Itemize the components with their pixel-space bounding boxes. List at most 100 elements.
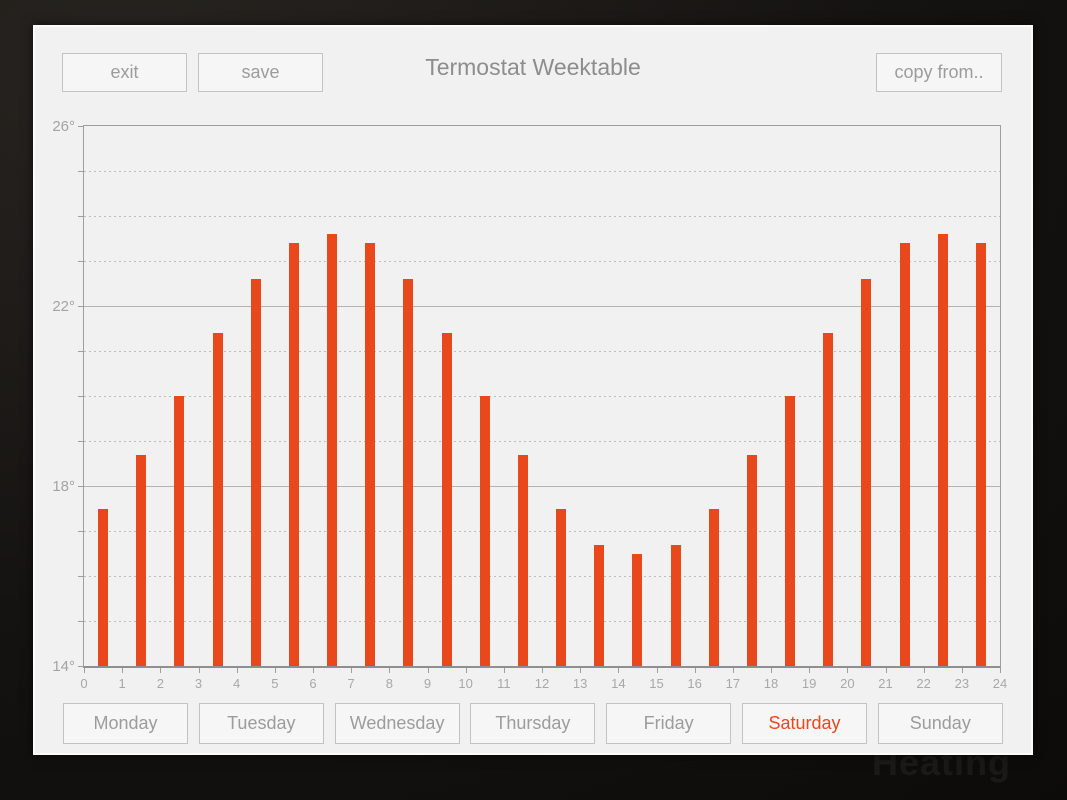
x-axis-label-19: 19: [801, 676, 817, 691]
x-axis-tick: [885, 668, 887, 673]
gridline-dashed-25: [84, 171, 1000, 172]
gridline-dashed-15: [84, 621, 1000, 622]
y-axis-tick: [78, 441, 83, 442]
temperature-bar-hour-14[interactable]: [632, 553, 643, 666]
temperature-bar-hour-20[interactable]: [861, 279, 872, 666]
gridline-dashed-20: [84, 396, 1000, 397]
temperature-bar-hour-0[interactable]: [98, 508, 109, 666]
temperature-bar-hour-10[interactable]: [479, 396, 490, 666]
y-axis-tick: [78, 576, 83, 577]
gridline-solid-22: [84, 306, 1000, 307]
y-axis-tick: [78, 621, 83, 622]
temperature-bar-hour-5[interactable]: [288, 243, 299, 666]
x-axis-tick: [542, 668, 543, 673]
temperature-bar-hour-23[interactable]: [975, 243, 986, 666]
y-axis-tick: [78, 171, 83, 172]
x-axis-label-7: 7: [347, 676, 355, 691]
x-axis-label-5: 5: [271, 676, 279, 691]
x-axis-label-10: 10: [458, 676, 473, 691]
x-axis-tick: [427, 668, 429, 673]
x-axis-tick: [771, 668, 772, 673]
day-button-sunday[interactable]: Sunday: [877, 703, 1003, 744]
day-button-wednesday[interactable]: Wednesday: [334, 703, 460, 744]
x-axis-tick: [618, 668, 620, 673]
x-axis-label-15: 15: [649, 676, 664, 691]
x-axis-label-20: 20: [840, 676, 855, 691]
gridline-dashed-19: [84, 441, 1000, 442]
copy-from-button[interactable]: copy from..: [876, 53, 1002, 92]
y-axis-tick: [78, 351, 83, 352]
day-button-tuesday[interactable]: Tuesday: [198, 703, 324, 744]
x-axis-label-1: 1: [118, 676, 126, 691]
x-axis-tick: [694, 668, 696, 673]
x-axis-tick: [274, 668, 276, 673]
temperature-bar-hour-16[interactable]: [708, 508, 719, 666]
exit-button[interactable]: exit: [62, 53, 187, 92]
y-axis-tick: [78, 666, 83, 667]
x-axis-tick: [656, 668, 658, 673]
temperature-bar-hour-6[interactable]: [327, 234, 338, 666]
temperature-bar-hour-2[interactable]: [174, 396, 185, 666]
x-axis-label-6: 6: [309, 676, 317, 691]
gridline-dashed-21: [84, 351, 1000, 352]
x-axis-label-4: 4: [233, 676, 241, 691]
y-axis-tick: [78, 261, 83, 262]
day-button-monday[interactable]: Monday: [63, 703, 188, 744]
day-tabs: Monday Tuesday Wednesday Thursday Friday Satu…: [35, 703, 1031, 744]
y-axis-label-14: 14°: [52, 658, 75, 675]
x-axis-tick: [580, 668, 582, 673]
x-axis-tick: [122, 668, 124, 673]
temperature-bar-hour-17[interactable]: [746, 454, 757, 666]
day-button-saturday[interactable]: Saturday: [742, 703, 867, 744]
temperature-bar-hour-1[interactable]: [136, 454, 147, 666]
gridline-dashed-17: [84, 531, 1000, 532]
y-axis-tick: [78, 486, 83, 487]
y-axis-label-26: 26°: [52, 118, 75, 135]
temperature-bar-hour-18[interactable]: [785, 396, 796, 666]
temperature-bar-hour-3[interactable]: [212, 333, 223, 666]
y-axis-tick: [78, 216, 83, 217]
day-button-friday[interactable]: Friday: [606, 703, 732, 744]
gridline-dashed-16: [84, 576, 1000, 577]
x-axis-tick: [313, 668, 314, 673]
x-axis-label-18: 18: [763, 676, 779, 691]
x-axis-label-0: 0: [80, 676, 88, 691]
x-axis-tick: [198, 668, 200, 673]
gridline-solid-18: [84, 486, 1000, 487]
x-axis-label-21: 21: [878, 676, 893, 691]
y-axis-tick: [78, 531, 83, 532]
temperature-bar-hour-9[interactable]: [441, 333, 452, 666]
x-axis-tick: [1000, 668, 1001, 673]
temperature-bar-hour-7[interactable]: [365, 243, 376, 666]
temperature-bar-hour-15[interactable]: [670, 544, 681, 666]
x-axis-tick: [84, 668, 85, 673]
page-title: Termostat Weektable: [425, 54, 641, 80]
x-axis-label-23: 23: [954, 676, 970, 691]
x-axis-label-8: 8: [385, 676, 393, 691]
temperature-bar-hour-21[interactable]: [899, 243, 910, 666]
temperature-bar-hour-13[interactable]: [594, 544, 605, 666]
plot-area: 26° 22° 18° 14° 0 1 2 3 4 5 6 7 8 9 10 11 12 13 14 15 16 17 18…: [52, 119, 1007, 691]
temperature-bar-hour-11[interactable]: [517, 454, 528, 666]
x-axis-tick: [465, 668, 467, 673]
x-axis-label-16: 16: [687, 676, 702, 691]
x-axis-tick: [503, 668, 505, 673]
temperature-bar-hour-12[interactable]: [556, 508, 567, 666]
day-button-thursday[interactable]: Thursday: [470, 703, 596, 744]
x-axis-tick: [389, 668, 391, 673]
y-axis-label-22: 22°: [52, 298, 75, 315]
temperature-bar-hour-19[interactable]: [823, 333, 834, 666]
x-axis-label-22: 22: [916, 676, 931, 691]
temperature-bar-hour-22[interactable]: [937, 234, 948, 666]
x-axis-tick: [847, 668, 849, 673]
thermostat-weektable-window: exit save Termostat Weektable copy from.…: [33, 25, 1033, 755]
temperature-bar-hour-8[interactable]: [403, 279, 414, 666]
x-axis-label-13: 13: [572, 676, 588, 691]
x-axis-tick: [923, 668, 925, 673]
x-axis-tick: [160, 668, 162, 673]
gridline-dashed-23: [84, 261, 1000, 262]
x-axis-label-24: 24: [992, 676, 1008, 691]
temperature-bar-hour-4[interactable]: [250, 279, 261, 666]
save-button[interactable]: save: [198, 53, 323, 92]
x-axis-tick: [236, 668, 238, 673]
